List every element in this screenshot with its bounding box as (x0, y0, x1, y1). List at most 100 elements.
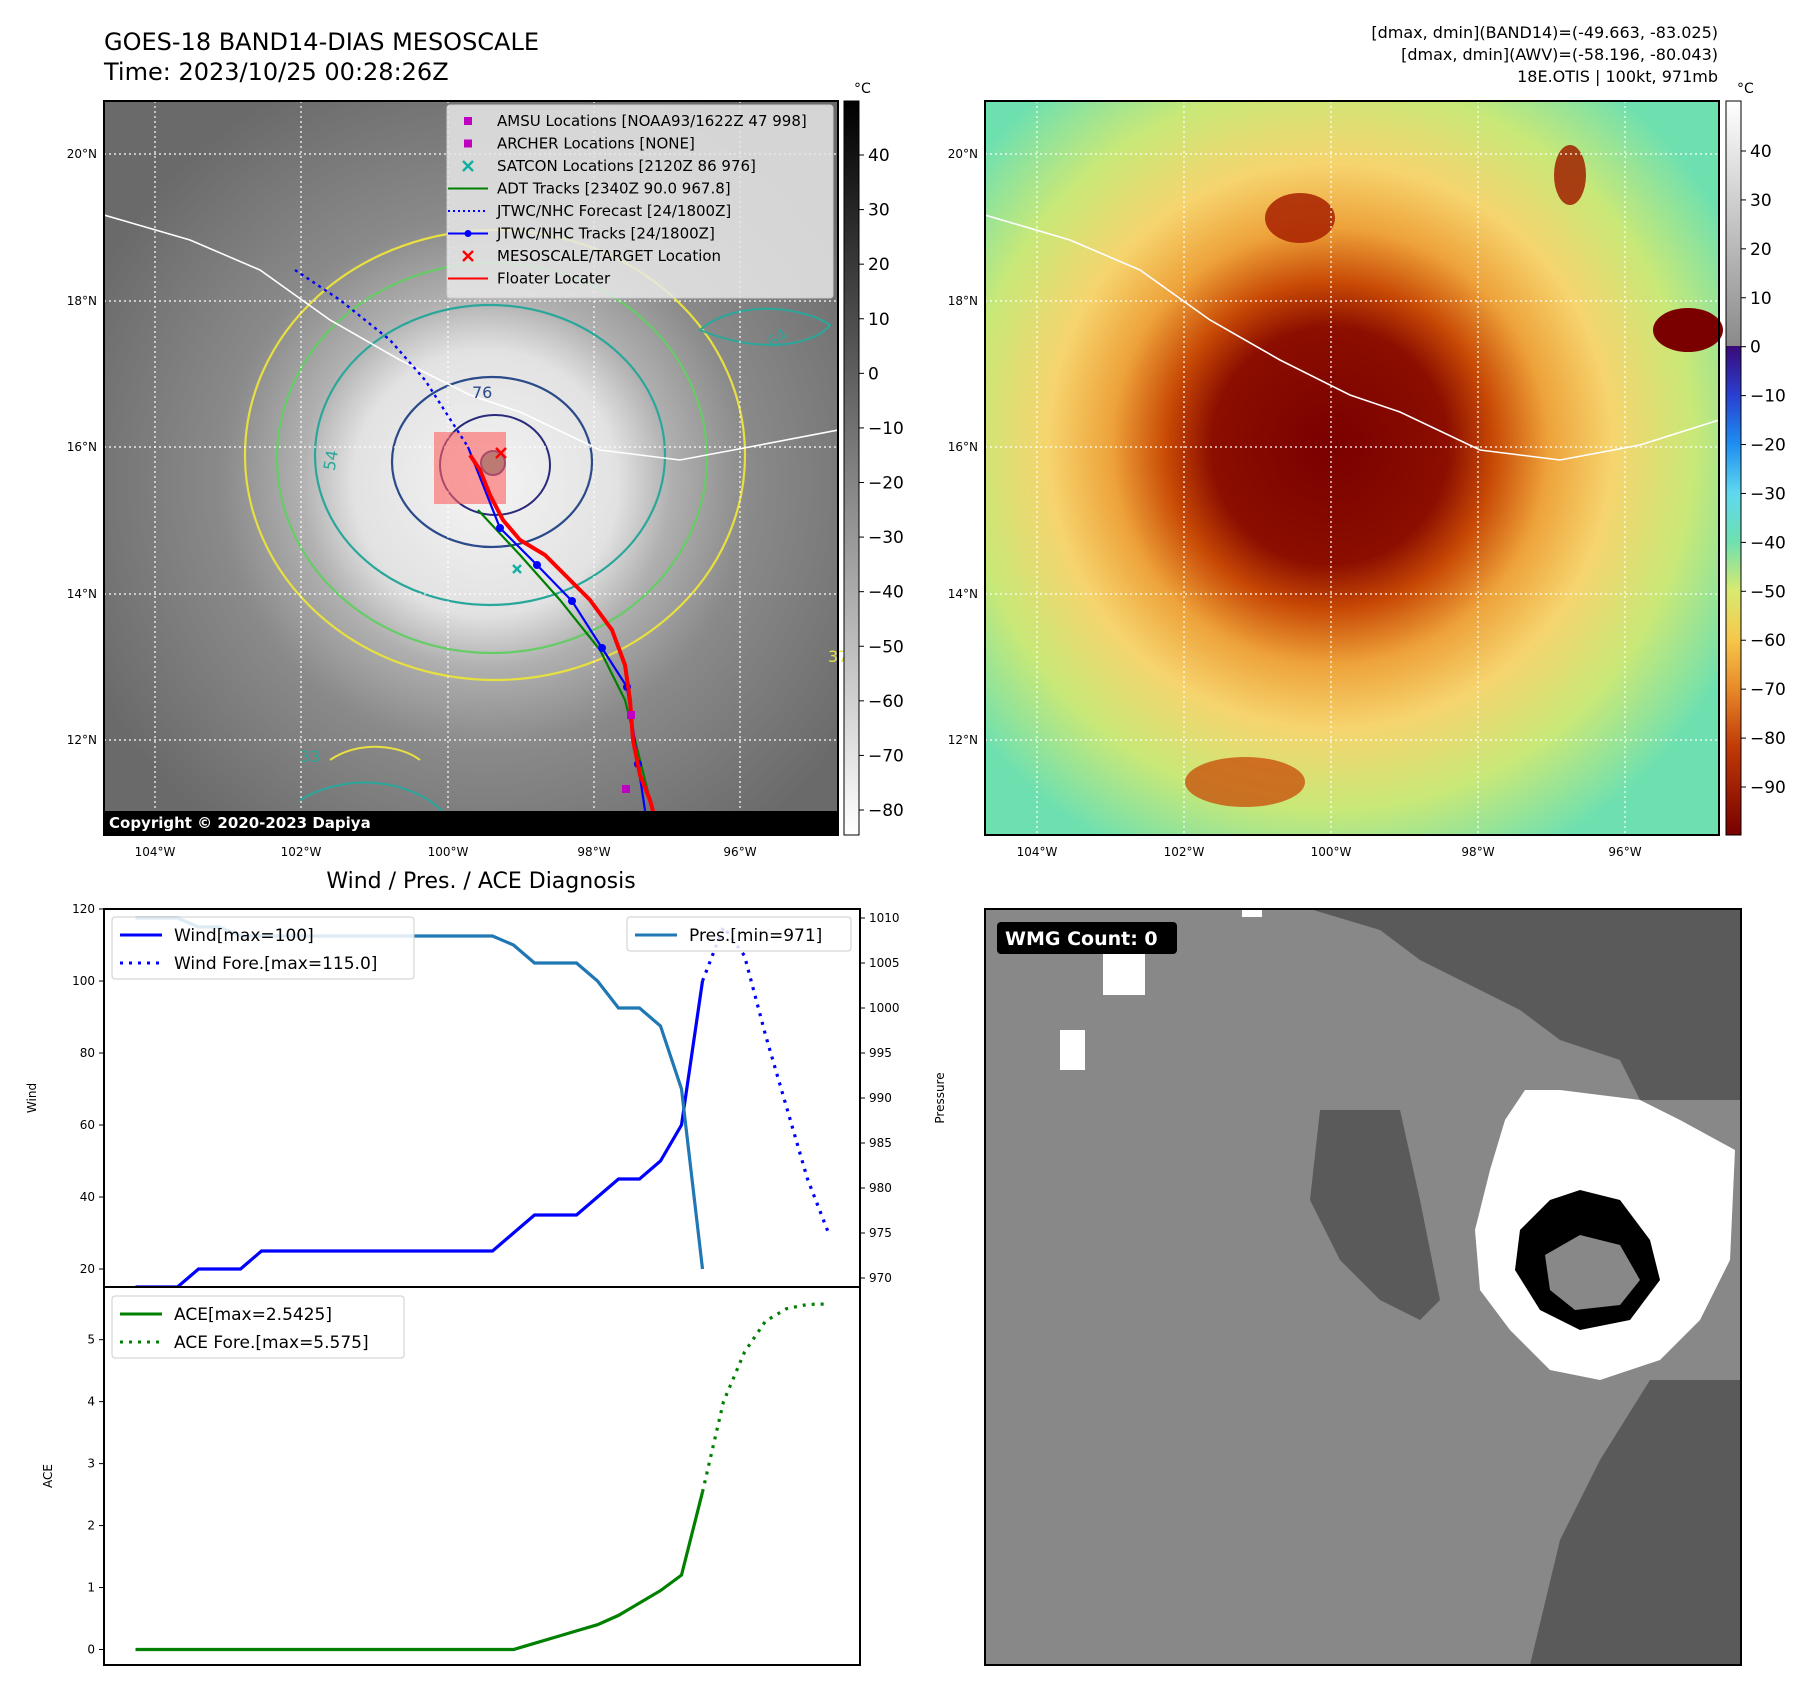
legend-marker-square (464, 139, 472, 148)
legend-marker-x (462, 250, 474, 262)
floater-track (468, 453, 660, 831)
legend-ace-label: ACE[max=2.5425] (174, 1305, 332, 1325)
dmax-awv: [dmax, dmin](AWV)=(-58.196, -80.043) (1401, 45, 1718, 64)
colorbar-tick-label: −20 (868, 474, 904, 494)
colorbar-tick-label: −50 (868, 637, 904, 657)
ace-chart: 0 1 2 3 4 5 ACE ACE[max=2.5425] ACE Fore.[max… (41, 1286, 861, 1666)
legend-label: MESOSCALE/TARGET Location (497, 247, 721, 265)
wind-legend-box (111, 916, 415, 980)
cold-cloud-cell (1653, 308, 1723, 352)
lat-label: 14°N (67, 587, 97, 601)
y2-tick-label: 1005 (869, 956, 900, 970)
contour-label-76: 76 (472, 383, 492, 402)
legend-label: ARCHER Locations [NONE] (497, 135, 695, 153)
contour-teal (313, 303, 667, 607)
y-tick-label: 60 (80, 1118, 95, 1132)
y2-tick-label: 1000 (869, 1001, 900, 1015)
colorbar-cold-segment (1726, 346, 1741, 835)
diagnosis-title: Wind / Pres. / ACE Diagnosis (326, 869, 635, 894)
lat-label: 18°N (67, 294, 97, 308)
ir-color-map (984, 100, 1723, 836)
legend-label: Floater Locater (497, 270, 611, 288)
y-tick-label: 80 (80, 1046, 95, 1060)
mesoscale-target-box (434, 432, 506, 504)
y-tick-label: 4 (87, 1395, 95, 1409)
figure-time: Time: 2023/10/25 00:28:26Z (103, 58, 449, 86)
amsu-marker (627, 711, 635, 719)
colorbar-color: °C 40 30 20 10 0 −10 −20 −30 −40 −50 −60 −70 −80 −90 (1725, 81, 1786, 836)
lat-labels-left: 20°N 18°N 16°N 14°N 12°N (67, 147, 97, 747)
legend-marker-square (464, 117, 472, 125)
figure-title: GOES-18 BAND14-DIAS MESOSCALE (104, 28, 539, 56)
wind-axis-label: Wind (25, 1083, 39, 1113)
colorbar-tick-label: 30 (868, 201, 890, 221)
coastline (104, 214, 838, 461)
series-line (701, 923, 830, 1234)
contour-yellow-south (329, 745, 421, 761)
wind-pressure-chart: 20 40 60 80 100 120 970 975 980 985 990 995 1000 100… (25, 902, 947, 1289)
y-tick-label: 120 (72, 902, 95, 916)
colorbar-tick-label: −30 (868, 528, 904, 548)
colorbar-tick-label: 20 (868, 255, 890, 275)
pressure-legend: Pres.[min=971] (626, 916, 852, 952)
wmg-count-label: WMG Count: 0 (1005, 928, 1158, 950)
colorbar-frame (1725, 100, 1742, 836)
storm-info: 18E.OTIS | 100kt, 971mb (1517, 67, 1718, 86)
ir-color-background (985, 101, 1719, 835)
colorbar-tick-label: −70 (1750, 680, 1786, 700)
colorbar-warm-segment (1726, 101, 1741, 346)
lon-label: 102°W (1164, 845, 1205, 859)
colorbar-tick-label: 0 (1750, 338, 1761, 358)
ir-gray-map: 76 54 64 37 33 (103, 100, 848, 836)
mesoscale-target-marker (495, 447, 507, 459)
y2-tick-label: 970 (869, 1271, 892, 1285)
coastline (985, 214, 1720, 461)
lat-label: 20°N (67, 147, 97, 161)
cold-cloud-cell (1185, 757, 1305, 807)
wmg-white-cell (1060, 1030, 1085, 1070)
lon-label: 100°W (1311, 845, 1352, 859)
cold-cloud-cell (1554, 145, 1586, 205)
contour-label-33: 33 (300, 747, 320, 766)
legend-label: JTWC/NHC Tracks [24/1800Z] (496, 225, 715, 243)
y-tick-label: 2 (87, 1519, 95, 1533)
wmg-white-cell (1242, 909, 1262, 917)
legend-wind-label: Wind[max=100] (174, 926, 314, 946)
ace-legend: ACE[max=2.5425] ACE Fore.[max=5.575] (111, 1295, 405, 1359)
colorbar-gray: °C 40 30 20 10 0 −10 −20 −30 −40 −50 −60 −70 −80 (843, 81, 904, 836)
lon-labels-left: 104°W 102°W 100°W 98°W 96°W (135, 845, 757, 859)
series-line (135, 1491, 705, 1652)
colorbar-tick-label: −50 (1750, 582, 1786, 602)
amsu-marker (622, 785, 630, 793)
y-tick-label: 0 (87, 1643, 95, 1657)
lat-label: 18°N (948, 294, 978, 308)
colorbar-unit: °C (1737, 81, 1754, 97)
y2-tick-label: 995 (869, 1046, 892, 1060)
ace-axis-label: ACE (41, 1464, 55, 1488)
pressure-legend-box (626, 916, 852, 952)
lon-label: 98°W (1461, 845, 1494, 859)
wmg-eye (1545, 1235, 1640, 1310)
wmg-dark-region (1310, 909, 1741, 1100)
series-line (700, 1302, 829, 1493)
colorbar-tick-label: −80 (868, 801, 904, 821)
series-line (135, 980, 705, 1289)
colorbar-tick-label: −10 (868, 419, 904, 439)
y-tick-label: 20 (80, 1262, 95, 1276)
contour-label-54: 54 (320, 449, 342, 472)
colorbar-tick-label: 10 (1750, 289, 1772, 309)
y2-tick-label: 980 (869, 1181, 892, 1195)
y2-tick-label: 1010 (869, 911, 900, 925)
colorbar-tick-label: 40 (1750, 142, 1772, 162)
legend-box (446, 104, 834, 299)
y-tick-label: 3 (87, 1457, 95, 1471)
colorbar-tick-label: 30 (1750, 191, 1772, 211)
legend-marker-dot (464, 230, 472, 237)
lon-label: 104°W (135, 845, 176, 859)
lat-label: 16°N (948, 440, 978, 454)
wmg-frame (984, 908, 1742, 1666)
lon-label: 98°W (577, 845, 610, 859)
colorbar-gray-bar (843, 100, 860, 836)
copyright-banner (104, 811, 838, 835)
